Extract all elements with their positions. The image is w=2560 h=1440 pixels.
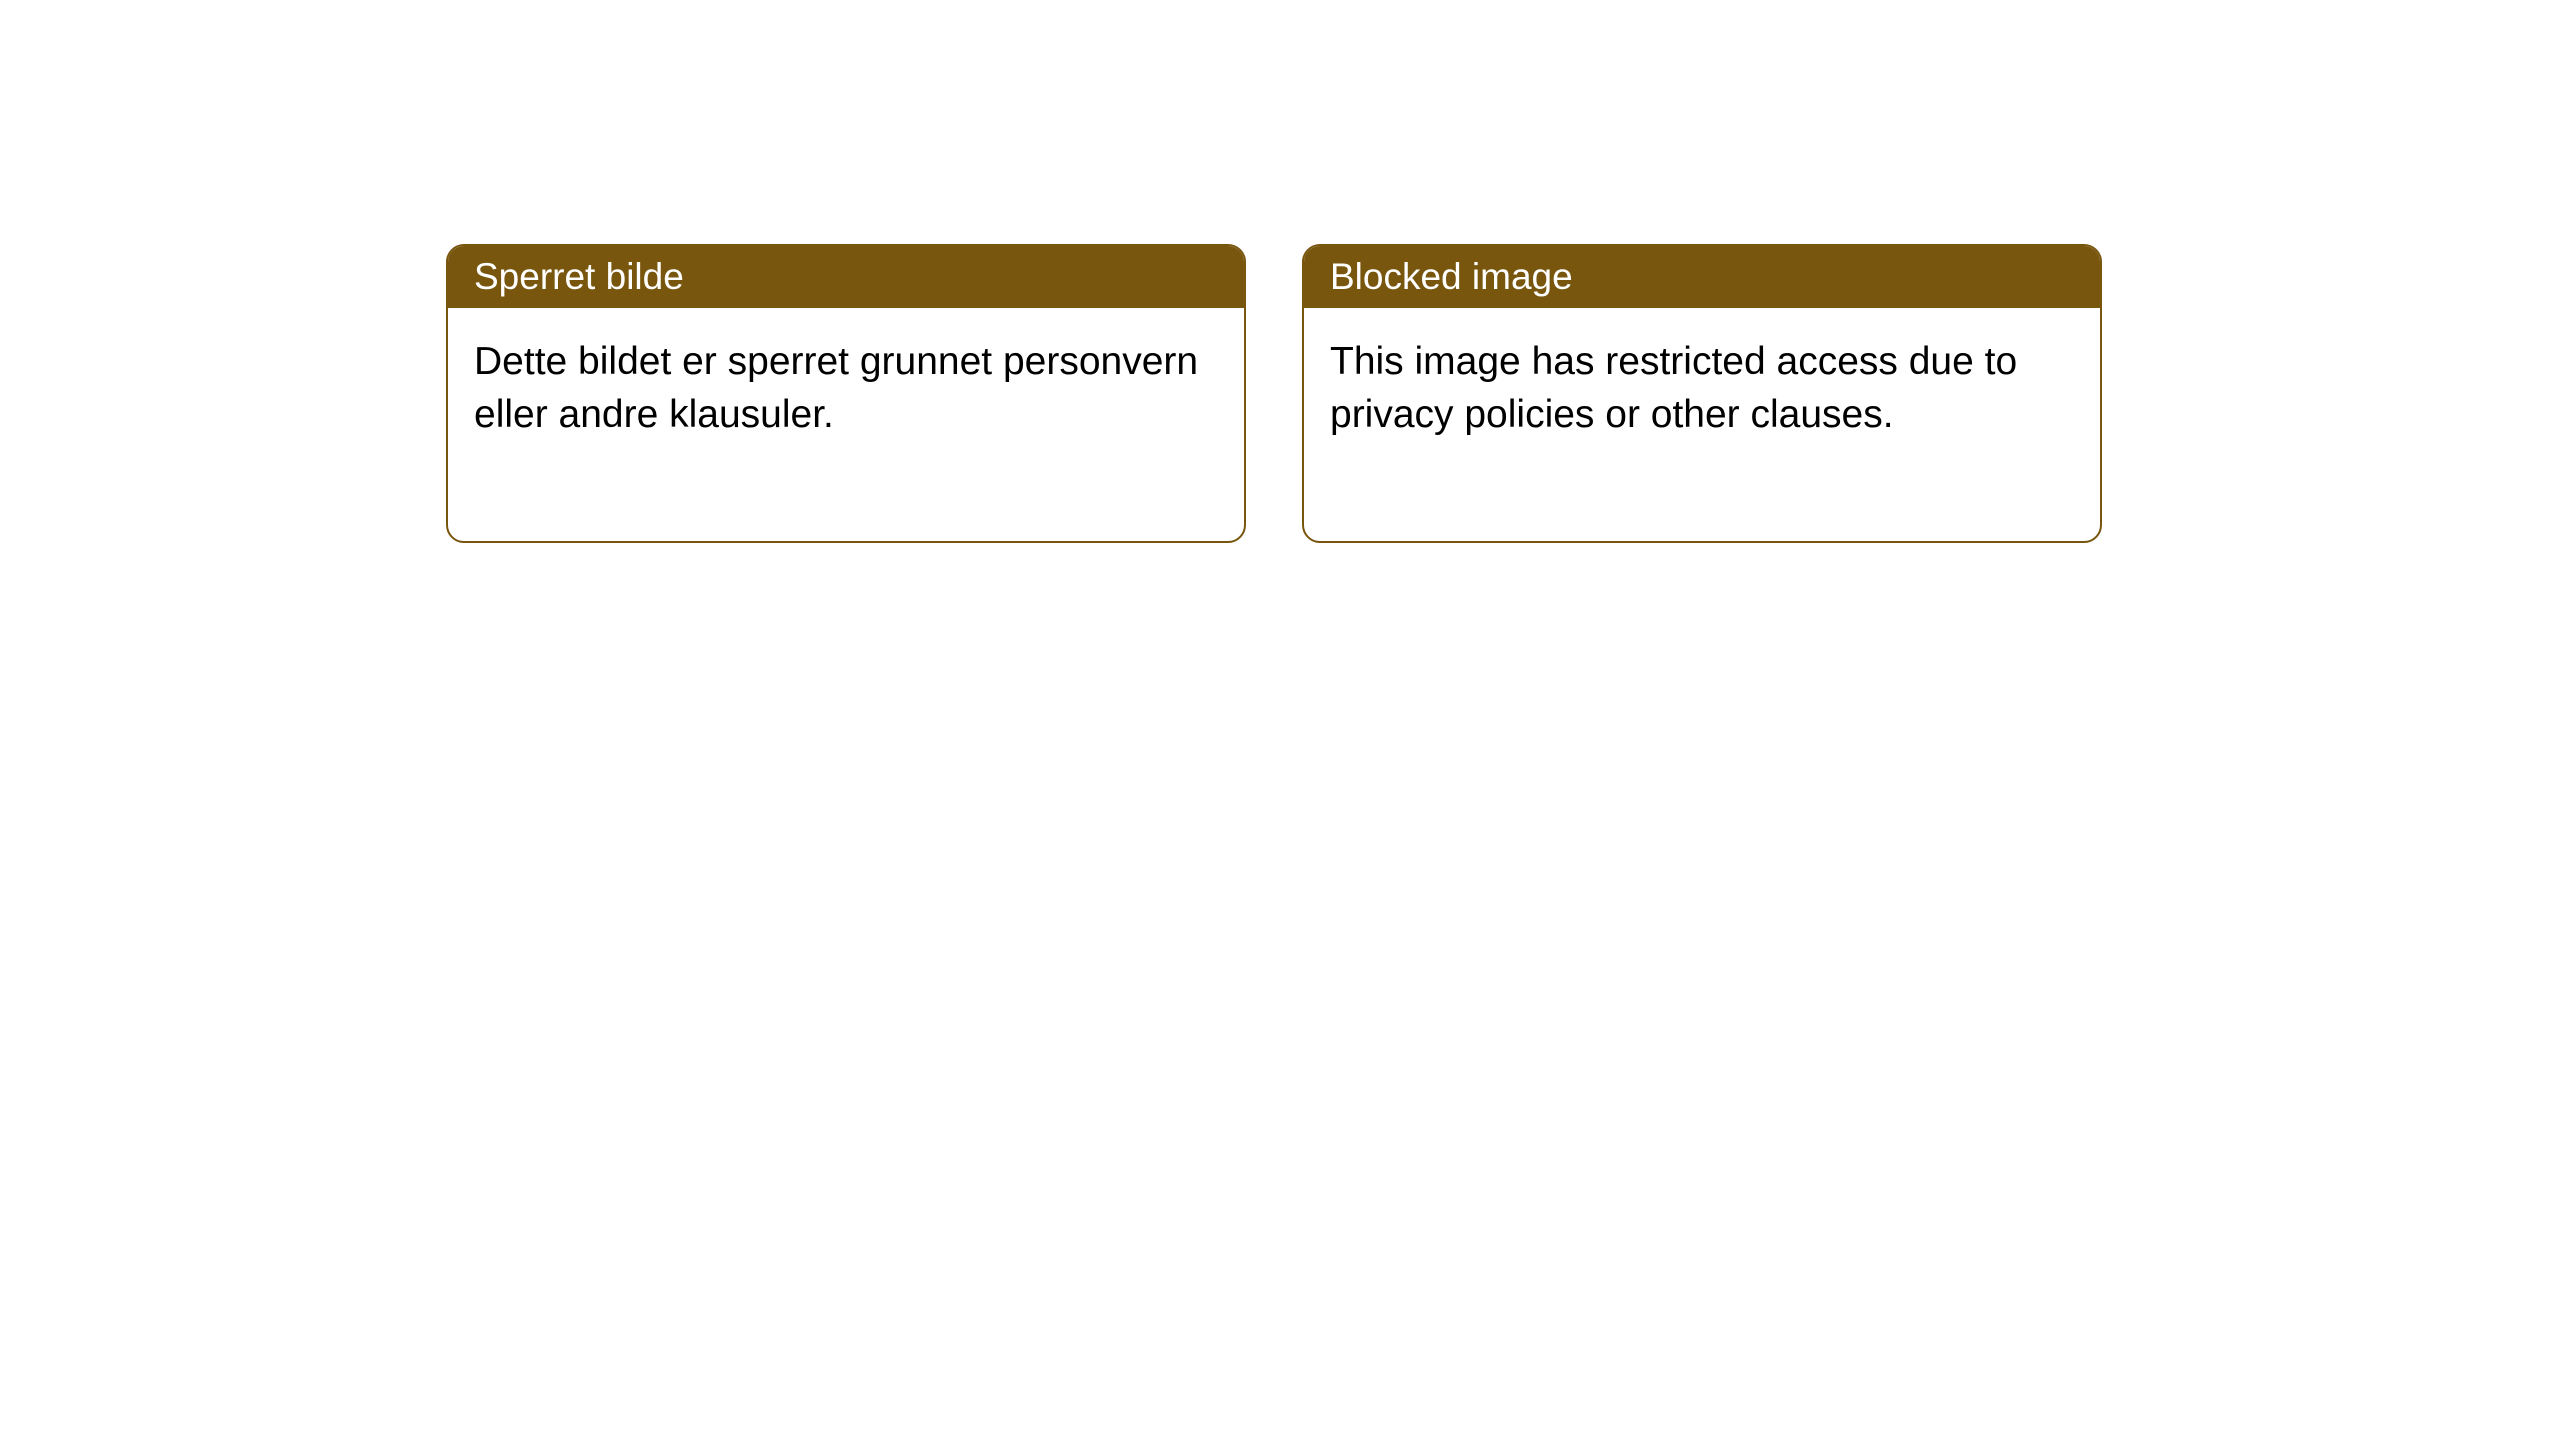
card-header: Sperret bilde	[448, 246, 1244, 308]
card-body: Dette bildet er sperret grunnet personve…	[448, 308, 1244, 541]
card-title: Sperret bilde	[474, 256, 684, 297]
notice-card-container: Sperret bilde Dette bildet er sperret gr…	[446, 244, 2102, 543]
card-title: Blocked image	[1330, 256, 1573, 297]
notice-card-norwegian: Sperret bilde Dette bildet er sperret gr…	[446, 244, 1246, 543]
card-body: This image has restricted access due to …	[1304, 308, 2100, 541]
card-body-text: This image has restricted access due to …	[1330, 340, 2017, 436]
notice-card-english: Blocked image This image has restricted …	[1302, 244, 2102, 543]
card-body-text: Dette bildet er sperret grunnet personve…	[474, 340, 1198, 436]
card-header: Blocked image	[1304, 246, 2100, 308]
